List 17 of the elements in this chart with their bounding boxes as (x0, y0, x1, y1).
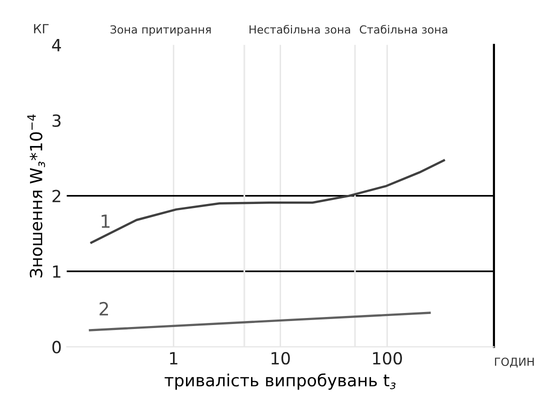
y-tick-label: 0 (52, 340, 61, 354)
y-tick-label: 3 (52, 114, 61, 127)
y-tick-label: 1 (53, 266, 60, 278)
x-tick-label: 100 (373, 352, 402, 365)
y-tick-label: 2 (52, 190, 60, 202)
x-tick-label: 1 (170, 352, 178, 364)
text: Зона притирання (110, 25, 211, 36)
series-label: 1 (102, 214, 110, 228)
text: ГОДИН (495, 358, 534, 368)
x-tick-label: 10 (272, 352, 290, 365)
y-tick-label: 4 (52, 39, 61, 52)
x-axis-title: тривалість випробувань t$_{з}$ (164, 373, 396, 390)
text: КГ (34, 24, 49, 34)
y-axis-title: Зношення W$_{з}$*10$^{−4}$ (27, 114, 46, 278)
ref-line-label: Стабільна зона (360, 24, 448, 34)
ref-line-label: Нестабільна зона (250, 24, 350, 34)
series-label: 2 (100, 302, 108, 316)
